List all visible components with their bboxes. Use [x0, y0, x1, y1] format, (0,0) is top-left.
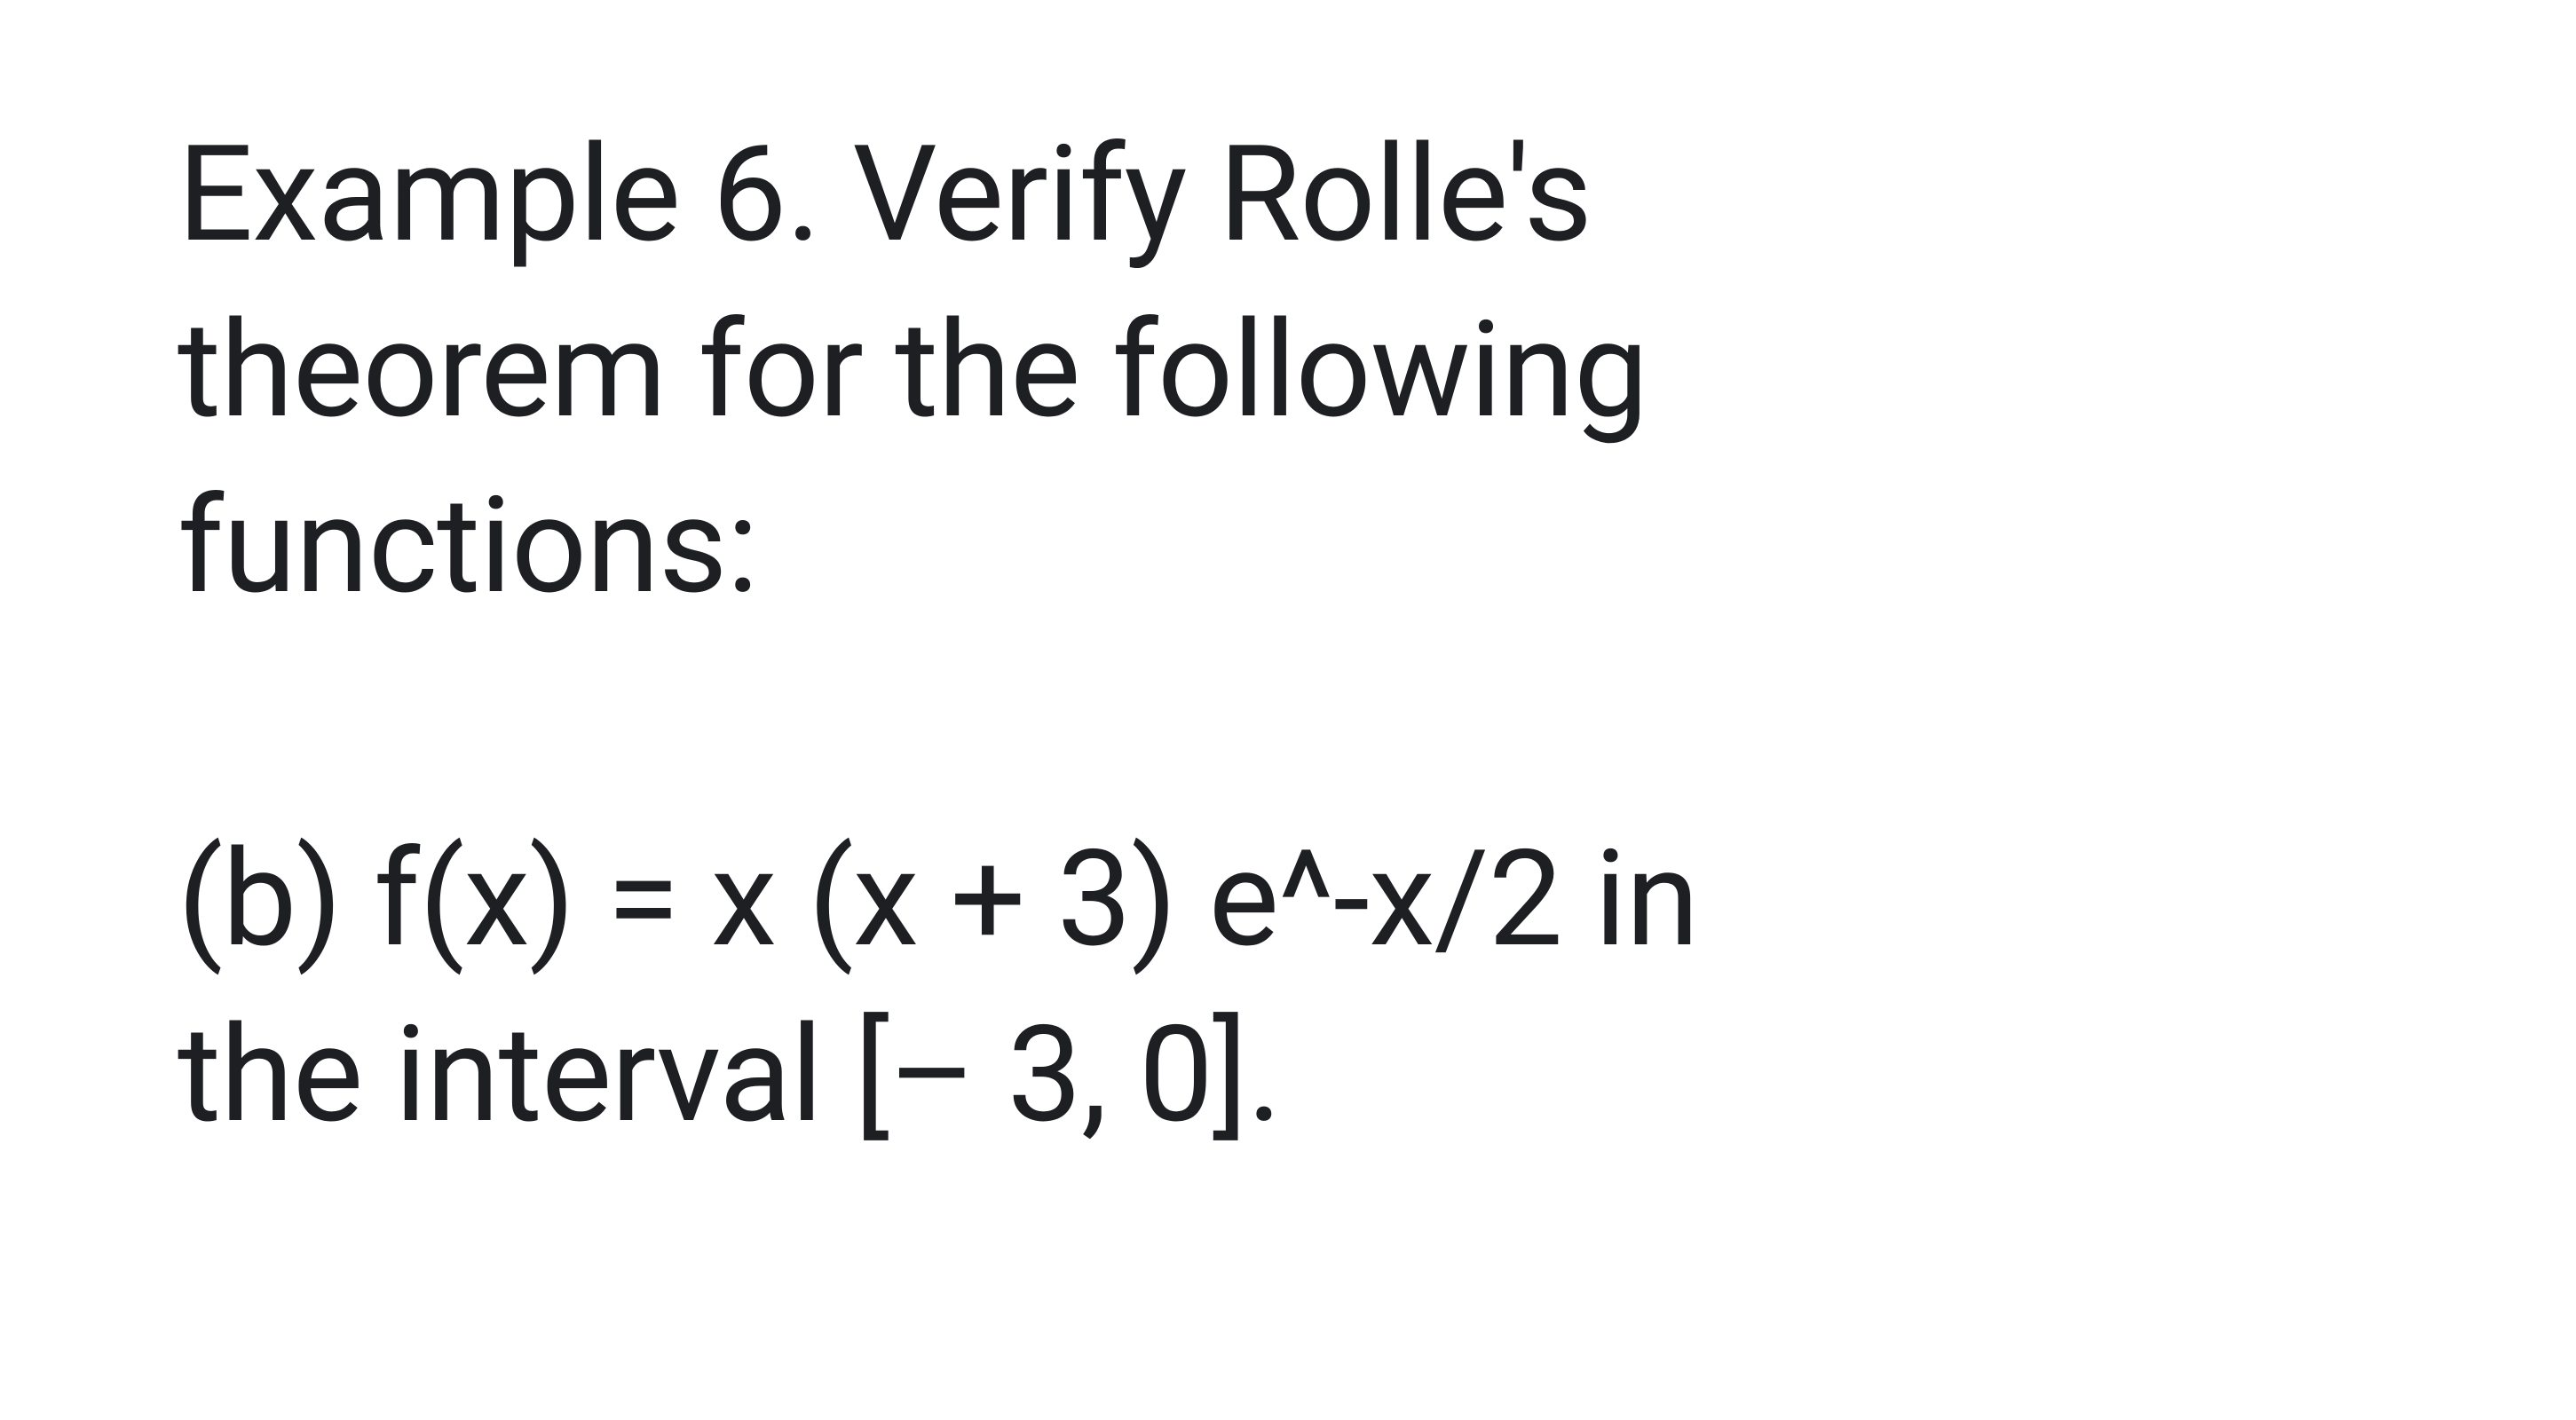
example-heading: Example 6. Verify Rolle's theorem for th…	[178, 106, 2434, 634]
item-b-line-1: (b) f(x) = x (x + 3) e^-x/2 in	[178, 811, 2434, 987]
heading-line-1: Example 6. Verify Rolle's	[178, 106, 2434, 282]
item-b: (b) f(x) = x (x + 3) e^-x/2 in the inter…	[178, 811, 2434, 1163]
heading-line-3: functions:	[178, 458, 2434, 634]
item-b-line-2: the interval [– 3, 0].	[178, 987, 2434, 1163]
paragraph-gap	[178, 634, 2434, 811]
document-page: Example 6. Verify Rolle's theorem for th…	[0, 0, 2576, 1269]
heading-line-2: theorem for the following	[178, 282, 2434, 458]
